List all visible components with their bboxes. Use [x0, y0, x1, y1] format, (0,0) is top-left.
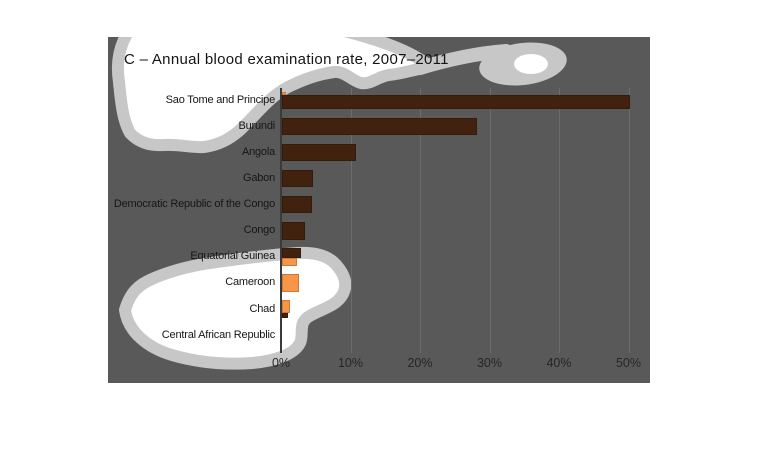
teardrop-hole — [514, 54, 548, 74]
x-tick-label: 40% — [546, 356, 572, 370]
x-tick-label: 50% — [615, 356, 642, 370]
gridline — [420, 88, 421, 347]
bar-segment — [282, 195, 312, 214]
bar-segment — [282, 274, 299, 292]
title-cloud-blob — [111, 37, 434, 154]
bar-segment — [282, 143, 357, 162]
category-label: Gabon — [242, 172, 275, 184]
category-label: Congo — [243, 224, 276, 237]
tick-mark — [628, 347, 630, 353]
x-tick-label: 0% — [271, 356, 291, 370]
tick-mark — [489, 347, 491, 353]
gridline — [350, 88, 352, 347]
category-label: Angola — [241, 145, 275, 158]
gridline — [489, 88, 491, 347]
category-label: Burundi — [238, 119, 275, 132]
category-label: Democratic Republic of the Congo — [113, 198, 275, 211]
tick-mark — [420, 347, 421, 353]
tick-mark — [350, 347, 352, 353]
bar-segment — [282, 169, 313, 188]
x-tick-label: 20% — [407, 356, 433, 370]
category-label: Equatorial Guinea — [190, 250, 275, 263]
tick-mark — [559, 347, 560, 353]
category-label: Chad — [249, 302, 276, 315]
chart-title: C – Annual blood examination rate, 2007–… — [124, 51, 449, 68]
decorative-blobs — [111, 37, 567, 370]
bar-segment — [282, 91, 287, 95]
bar-segment — [282, 117, 477, 136]
x-tick-label: 30% — [476, 356, 503, 370]
gridline — [559, 88, 560, 347]
bar-segment — [282, 248, 301, 258]
y-axis-line — [280, 88, 282, 353]
bar-segment — [282, 300, 290, 313]
bar-segment — [282, 257, 298, 266]
bar-segment — [282, 312, 288, 318]
gridline — [628, 88, 630, 347]
category-label: Cameroon — [225, 276, 275, 289]
category-label: Central African Republic — [161, 328, 275, 341]
category-label: Sao Tome and Principe — [165, 93, 276, 106]
bar-segment — [282, 222, 305, 240]
x-tick-label: 10% — [337, 356, 364, 370]
bar-segment — [282, 94, 630, 109]
chart-panel: C – Annual blood examination rate, 2007–… — [108, 37, 650, 383]
